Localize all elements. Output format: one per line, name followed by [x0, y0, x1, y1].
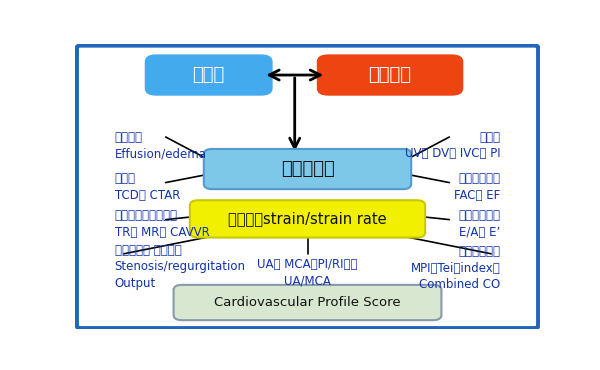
- FancyBboxPatch shape: [77, 46, 538, 328]
- FancyBboxPatch shape: [173, 285, 442, 320]
- Text: 心室拡張機能
E/A， E’: 心室拡張機能 E/A， E’: [458, 209, 500, 239]
- Text: Cardiovascular Profile Score: Cardiovascular Profile Score: [214, 296, 401, 309]
- FancyBboxPatch shape: [190, 200, 425, 238]
- Text: 胎児水腫
Effusion/edema: 胎児水腫 Effusion/edema: [115, 131, 206, 160]
- Text: 形　態: 形 態: [193, 66, 225, 84]
- Text: 房室弁機能（逆流）
TR， MR， CAVVR: 房室弁機能（逆流） TR， MR， CAVVR: [115, 209, 209, 239]
- Text: 両心統合機能
MPI（Tei）index，
Combined CO: 両心統合機能 MPI（Tei）index， Combined CO: [411, 245, 500, 291]
- Text: 胎児心機能: 胎児心機能: [281, 160, 334, 178]
- Text: 半月弁機能 末梢循環
Stenosis/regurgitation
Output: 半月弁機能 末梢循環 Stenosis/regurgitation Output: [115, 243, 245, 290]
- Text: 右房圧
UV， DV， IVC， PI: 右房圧 UV， DV， IVC， PI: [405, 131, 500, 160]
- FancyBboxPatch shape: [204, 149, 411, 189]
- FancyBboxPatch shape: [317, 54, 463, 96]
- Text: 血行動態: 血行動態: [368, 66, 412, 84]
- FancyBboxPatch shape: [145, 54, 272, 96]
- Text: 心室収縮機能
FAC， EF: 心室収縮機能 FAC， EF: [454, 172, 500, 202]
- Text: UA， MCA（PI/RI），
UA/MCA: UA， MCA（PI/RI）， UA/MCA: [257, 258, 358, 287]
- Text: 心拡大
TCD， CTAR: 心拡大 TCD， CTAR: [115, 172, 180, 202]
- Text: 胎児心筋strain/strain rate: 胎児心筋strain/strain rate: [228, 211, 387, 226]
